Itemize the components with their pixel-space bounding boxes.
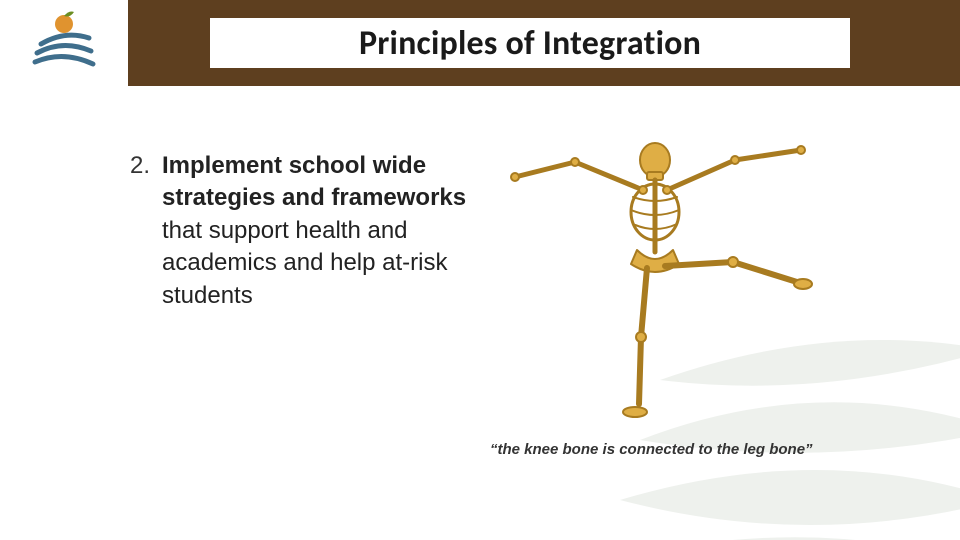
principle-bullet: 2. Implement school wide strategies and … (130, 150, 490, 312)
dancing-skeleton-illustration (505, 132, 815, 422)
logo-container (0, 0, 128, 86)
page-title: Principles of Integration (359, 23, 701, 64)
quote-caption: “the knee bone is connected to the leg b… (490, 440, 890, 460)
bullet-number: 2. (130, 150, 162, 312)
apple-swirl-icon (29, 8, 99, 78)
bullet-bold: Implement school wide strategies and fra… (162, 152, 466, 211)
title-strip: Principles of Integration (210, 18, 850, 68)
quote-text: “the knee bone is connected to the leg b… (490, 440, 890, 460)
bullet-rest: that support health and academics and he… (162, 217, 447, 309)
bullet-text: Implement school wide strategies and fra… (162, 150, 490, 312)
